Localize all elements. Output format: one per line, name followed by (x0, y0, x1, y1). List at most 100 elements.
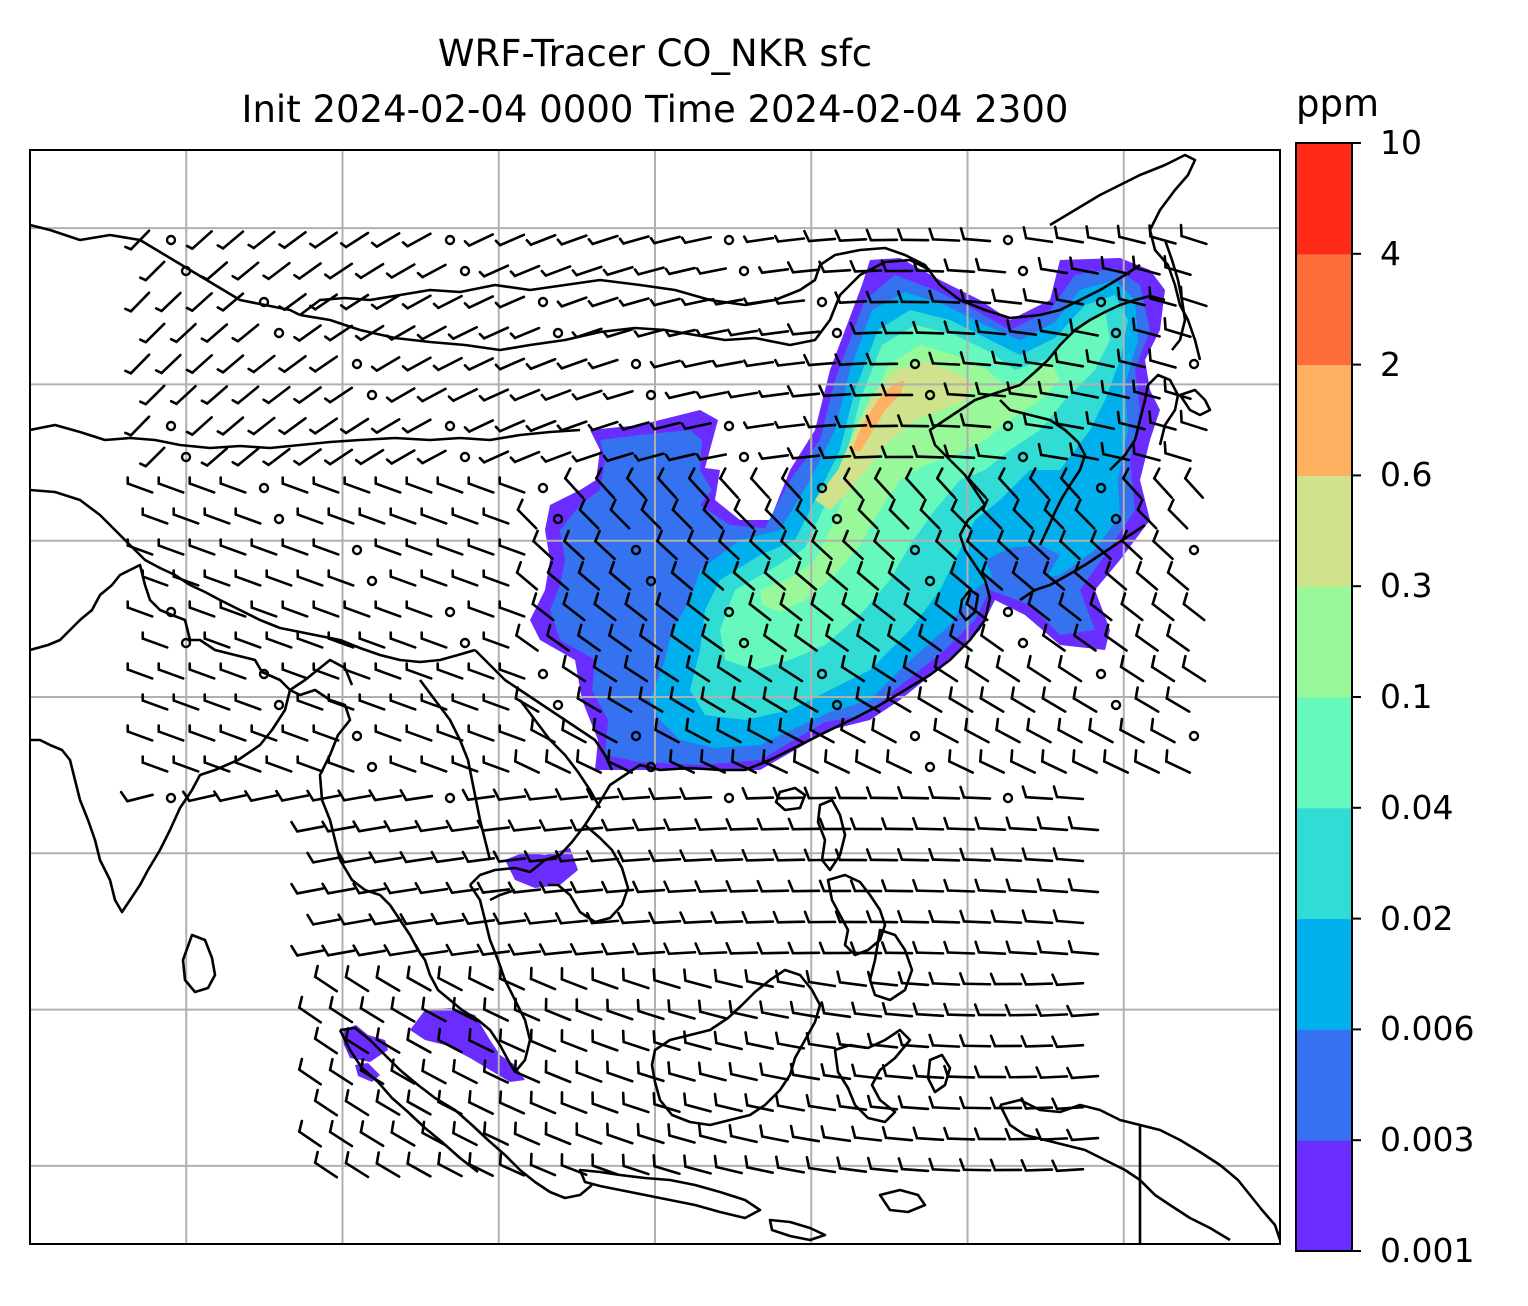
wind-barb (1164, 749, 1192, 774)
wind-barb (621, 1029, 650, 1052)
wind-barb (772, 848, 806, 862)
wind-barb (591, 1091, 619, 1114)
wind-calm-circle (924, 761, 936, 773)
wind-barb (1120, 592, 1144, 622)
wind-barb (1020, 1158, 1054, 1172)
colorbar-tick-label: 4 (1380, 233, 1401, 273)
wind-barb (636, 998, 665, 1021)
wind-barb (744, 1093, 775, 1113)
border-laos-viet (518, 699, 602, 809)
wind-barb (1183, 467, 1205, 499)
wind-barb (1166, 560, 1190, 591)
wind-barb (1152, 467, 1174, 499)
wind-barb (1116, 286, 1146, 307)
wind-barb (912, 816, 945, 831)
wind-barb (482, 507, 510, 525)
wind-barb (1181, 654, 1207, 683)
wind-barb (880, 817, 914, 831)
wind-barb (602, 265, 634, 277)
wind-barb (888, 498, 910, 530)
wind-barb (959, 413, 992, 429)
wind-barb (978, 749, 1006, 774)
wind-barb (296, 631, 324, 649)
wind-barb (498, 1152, 526, 1177)
wind-barb (169, 384, 197, 406)
wind-barb (414, 819, 449, 833)
wind-barb (803, 353, 837, 367)
wind-barb (312, 600, 340, 618)
plume-band-0.3 (815, 362, 975, 510)
wind-barb (871, 654, 897, 683)
wind-calm-circle (1002, 420, 1014, 432)
wind-barb (290, 882, 325, 895)
wind-barb (849, 321, 883, 335)
wind-barb (544, 1121, 572, 1146)
wind-calm-circle (738, 265, 750, 277)
wind-barb (757, 452, 790, 460)
wind-barb (886, 686, 912, 713)
wind-barb (1051, 1035, 1085, 1049)
wind-barb (1037, 256, 1069, 275)
wind-barb (943, 258, 976, 274)
wind-barb (935, 467, 957, 499)
wind-barb (494, 357, 526, 371)
wind-barb (323, 448, 354, 466)
wind-calm-circle (831, 513, 843, 525)
wind-barb (1100, 379, 1130, 400)
wind-barb (825, 623, 849, 652)
colorbar-swatch-0.1 (1296, 586, 1352, 698)
wind-barb (1059, 529, 1081, 561)
wind-barb (1036, 878, 1069, 894)
wind-barb (943, 382, 976, 398)
wind-barb (974, 940, 1007, 955)
wind-barb (664, 266, 696, 276)
wind-barb (710, 849, 744, 862)
wind-barb (701, 623, 725, 652)
wind-barb (509, 326, 541, 340)
wind-barb (416, 387, 447, 403)
wind-barb (818, 446, 852, 460)
wind-barb (606, 998, 634, 1021)
wind-barb (313, 1026, 339, 1055)
wind-barb (421, 1120, 447, 1147)
coast-myanmar (338, 859, 517, 1073)
wind-barb (327, 693, 355, 711)
wind-barb (306, 789, 341, 802)
wind-barb (172, 569, 200, 587)
wind-barb (836, 1094, 868, 1111)
wind-barb (234, 693, 262, 711)
wind-barb (778, 654, 804, 683)
wind-barb (1005, 940, 1038, 956)
wind-barb (1051, 1159, 1085, 1173)
wind-barb (885, 749, 913, 774)
wind-barb (309, 417, 339, 435)
wind-barb (1022, 412, 1054, 430)
wind-barb (452, 996, 478, 1023)
wind-barb (1179, 285, 1208, 308)
wind-barb (855, 686, 881, 713)
wind-barb (467, 476, 495, 494)
wind-barb (849, 817, 883, 831)
wind-barb (966, 467, 988, 499)
wind-barb (973, 1127, 1007, 1141)
wind-barb (234, 507, 262, 525)
wind-barb (313, 964, 339, 993)
colorbar-swatch-0.003 (1296, 1029, 1352, 1141)
wind-barb (991, 288, 1023, 305)
wind-barb (602, 327, 634, 339)
colorbar-tick-label: 10 (1380, 123, 1422, 162)
wind-barb (1150, 654, 1176, 683)
wind-barb (897, 1157, 930, 1173)
wind-barb (467, 600, 495, 618)
wind-barb (919, 498, 941, 530)
wind-barb (467, 538, 495, 556)
wind-barb (686, 592, 710, 622)
wind-barb (774, 296, 806, 305)
wind-calm-circle (165, 606, 177, 618)
wind-barb (1005, 878, 1038, 894)
wind-barb (912, 444, 945, 459)
wind-barb (667, 1061, 696, 1082)
wind-barb (700, 686, 726, 713)
wind-calm-circle (645, 389, 657, 401)
wind-barb (728, 999, 758, 1020)
